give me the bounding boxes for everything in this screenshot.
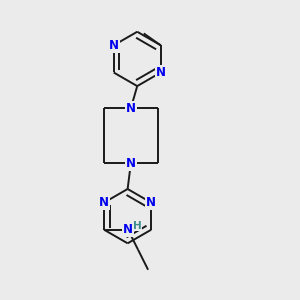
Text: N: N [109, 39, 119, 52]
Text: N: N [126, 102, 136, 115]
Text: N: N [156, 66, 166, 79]
Text: N: N [126, 157, 136, 170]
Text: N: N [99, 196, 109, 209]
Text: N: N [146, 196, 156, 209]
Text: H: H [133, 221, 141, 231]
Text: N: N [123, 223, 133, 236]
